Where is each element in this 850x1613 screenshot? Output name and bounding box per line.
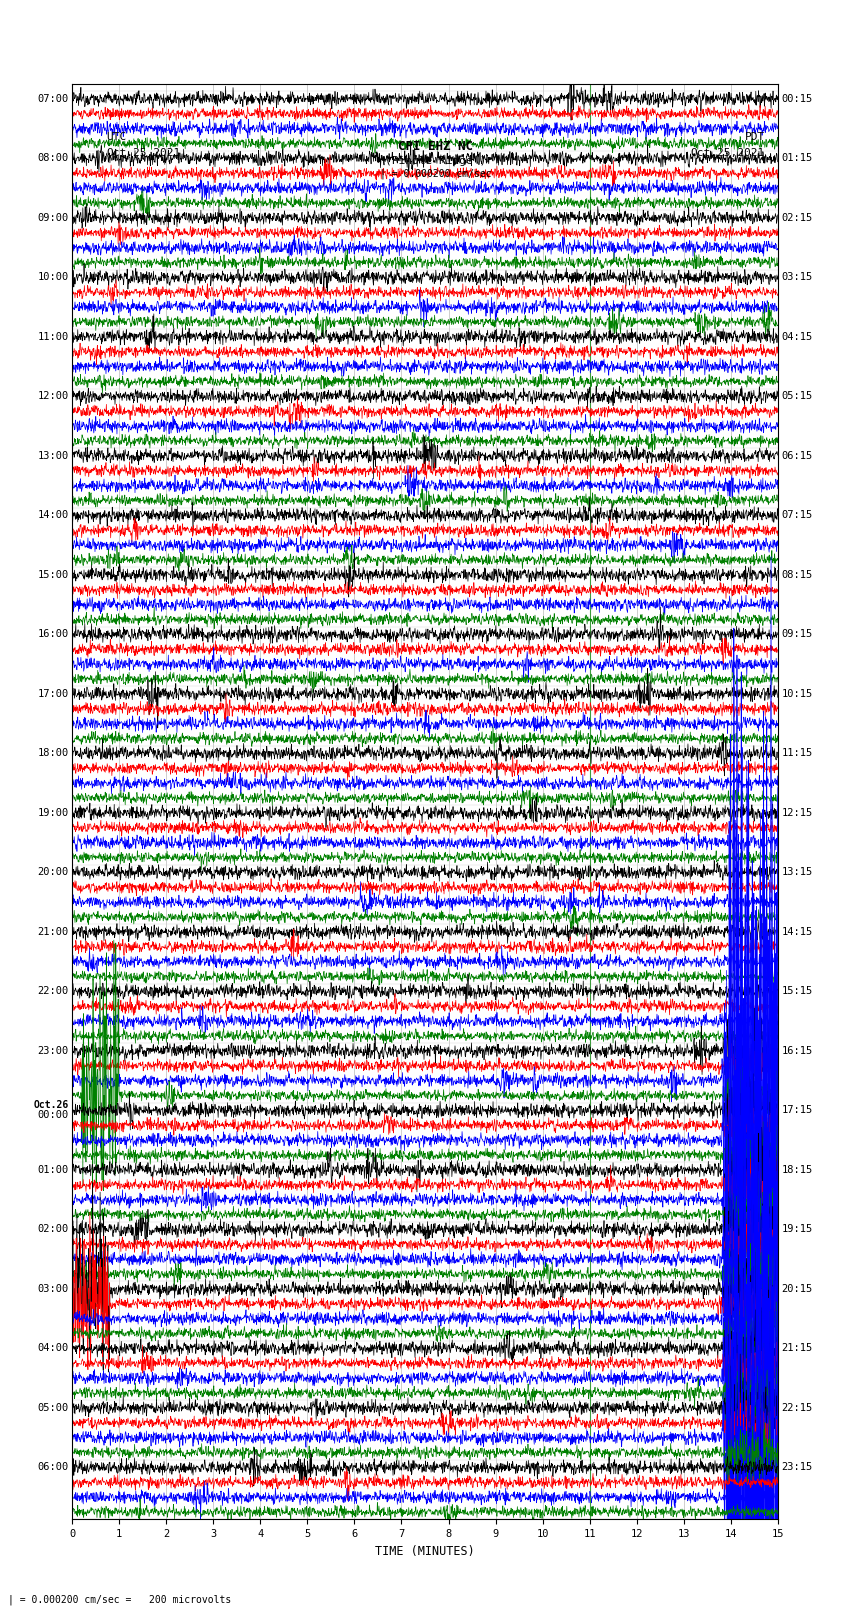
Text: 18:00: 18:00 <box>37 748 69 758</box>
Text: 20:15: 20:15 <box>781 1284 813 1294</box>
Text: 09:00: 09:00 <box>37 213 69 223</box>
Text: 21:00: 21:00 <box>37 927 69 937</box>
Text: 19:00: 19:00 <box>37 808 69 818</box>
Text: 04:15: 04:15 <box>781 332 813 342</box>
Text: 14:15: 14:15 <box>781 927 813 937</box>
Text: 09:15: 09:15 <box>781 629 813 639</box>
Text: 16:00: 16:00 <box>37 629 69 639</box>
Text: 12:00: 12:00 <box>37 392 69 402</box>
Text: 14:00: 14:00 <box>37 510 69 521</box>
Text: 01:00: 01:00 <box>37 1165 69 1174</box>
Text: 22:15: 22:15 <box>781 1403 813 1413</box>
Text: 04:00: 04:00 <box>37 1344 69 1353</box>
Text: PDT: PDT <box>745 132 765 142</box>
Text: 13:00: 13:00 <box>37 450 69 461</box>
Text: 23:00: 23:00 <box>37 1045 69 1057</box>
Text: Oct.25,2021: Oct.25,2021 <box>106 148 180 158</box>
Text: 02:15: 02:15 <box>781 213 813 223</box>
Text: 22:00: 22:00 <box>37 986 69 997</box>
Text: 03:00: 03:00 <box>37 1284 69 1294</box>
Text: 13:15: 13:15 <box>781 868 813 877</box>
Text: 07:00: 07:00 <box>37 94 69 103</box>
Text: 10:15: 10:15 <box>781 689 813 698</box>
Text: | = 0.000200 cm/sec =   200 microvolts: | = 0.000200 cm/sec = 200 microvolts <box>8 1594 232 1605</box>
Text: 00:00: 00:00 <box>37 1110 69 1121</box>
Text: Oct.26: Oct.26 <box>33 1100 69 1110</box>
Text: UTC: UTC <box>106 132 127 142</box>
Text: (Pinole Ridge ): (Pinole Ridge ) <box>385 156 486 166</box>
Text: CPI EHZ NC: CPI EHZ NC <box>398 140 473 153</box>
Text: 11:15: 11:15 <box>781 748 813 758</box>
Text: 15:15: 15:15 <box>781 986 813 997</box>
Text: 01:15: 01:15 <box>781 153 813 163</box>
Text: 15:00: 15:00 <box>37 569 69 579</box>
Text: 02:00: 02:00 <box>37 1224 69 1234</box>
Text: 06:00: 06:00 <box>37 1463 69 1473</box>
X-axis label: TIME (MINUTES): TIME (MINUTES) <box>375 1545 475 1558</box>
Text: | = 0.000200 cm/sec: | = 0.000200 cm/sec <box>380 168 491 179</box>
Text: 20:00: 20:00 <box>37 868 69 877</box>
Text: 05:00: 05:00 <box>37 1403 69 1413</box>
Text: 16:15: 16:15 <box>781 1045 813 1057</box>
Text: 18:15: 18:15 <box>781 1165 813 1174</box>
Text: 08:00: 08:00 <box>37 153 69 163</box>
Text: 08:15: 08:15 <box>781 569 813 579</box>
Text: 05:15: 05:15 <box>781 392 813 402</box>
Text: 10:00: 10:00 <box>37 273 69 282</box>
Text: 06:15: 06:15 <box>781 450 813 461</box>
Text: 17:15: 17:15 <box>781 1105 813 1115</box>
Text: 07:15: 07:15 <box>781 510 813 521</box>
Text: Oct.25,2021: Oct.25,2021 <box>691 148 765 158</box>
Text: 12:15: 12:15 <box>781 808 813 818</box>
Text: 21:15: 21:15 <box>781 1344 813 1353</box>
Text: 19:15: 19:15 <box>781 1224 813 1234</box>
Text: 11:00: 11:00 <box>37 332 69 342</box>
Text: 03:15: 03:15 <box>781 273 813 282</box>
Text: 00:15: 00:15 <box>781 94 813 103</box>
Text: 17:00: 17:00 <box>37 689 69 698</box>
Text: 23:15: 23:15 <box>781 1463 813 1473</box>
